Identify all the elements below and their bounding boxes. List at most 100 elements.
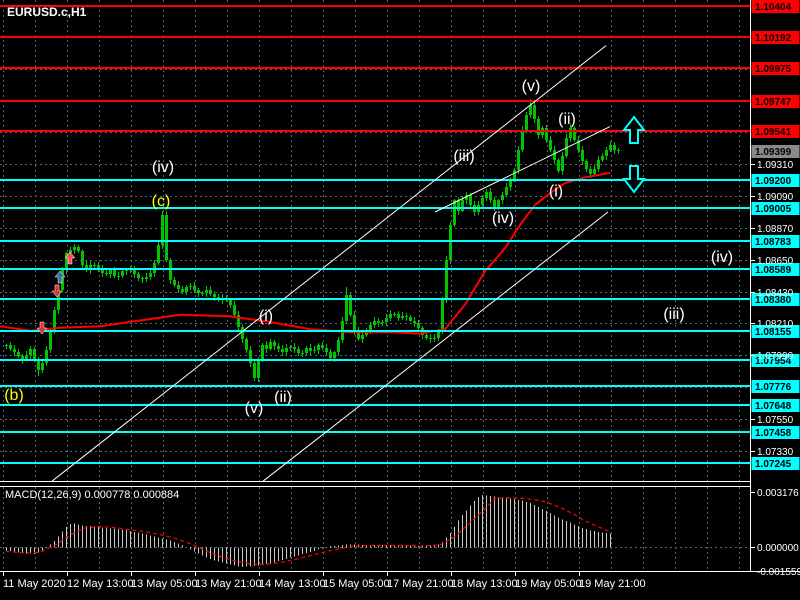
candle-body: [517, 150, 520, 170]
candle-body: [565, 138, 568, 156]
trendline[interactable]: [51, 45, 607, 482]
wave-label[interactable]: (iii): [663, 306, 684, 323]
wave-label[interactable]: (iv): [152, 159, 174, 176]
resistance-chip: [751, 0, 800, 13]
wave-label[interactable]: (iii): [453, 148, 474, 165]
candle-body: [261, 345, 264, 360]
up-signal-arrow-icon[interactable]: [621, 115, 647, 144]
candle-body: [461, 200, 464, 211]
resistance-chip-text: 1.09541: [755, 127, 792, 138]
candle-body: [281, 349, 284, 352]
resistance-chip: [751, 125, 800, 138]
candles: [5, 99, 620, 382]
candle-body: [393, 314, 396, 315]
candle-body: [601, 156, 604, 160]
time-tick-label[interactable]: 11 May 2020: [3, 578, 66, 590]
candle-body: [37, 360, 40, 370]
support-chip-text: 1.08380: [755, 295, 792, 306]
support-chip: [751, 399, 800, 412]
candle-body: [245, 339, 248, 350]
candle-body: [493, 200, 496, 208]
candle-body: [481, 198, 484, 205]
candle-body: [561, 156, 564, 171]
candle-body: [197, 290, 200, 293]
trade-arrow-markers[interactable]: [36, 251, 76, 335]
wave-label[interactable]: (ii): [274, 389, 292, 406]
candle-body: [173, 280, 176, 285]
candle-body: [529, 105, 532, 115]
candle-body: [385, 318, 388, 322]
support-chip: [751, 354, 800, 367]
candle-body: [113, 270, 116, 276]
trendline[interactable]: [434, 126, 611, 213]
price-scale[interactable]: 1.10404 1.10192 1.09975 1.09747 1.09541 1.092…: [751, 0, 800, 470]
time-tick-label[interactable]: 17 May 21:00: [387, 578, 454, 590]
wave-labels[interactable]: (iv) (c) (b) (i) (ii) (v) (iii) (v) (ii) (i) (iv) (…: [4, 78, 733, 417]
candle-body: [189, 286, 192, 287]
time-tick-label[interactable]: 19 May 21:00: [579, 578, 646, 590]
candle-body: [321, 345, 324, 348]
support-chip: [751, 235, 800, 248]
candle-body: [45, 350, 48, 363]
time-tick-label[interactable]: 19 May 05:00: [515, 578, 582, 590]
candle-body: [509, 180, 512, 187]
wave-label[interactable]: (i): [549, 183, 563, 200]
support-chip: [751, 457, 800, 470]
buy-arrow-icon[interactable]: [54, 270, 66, 284]
candle-body: [309, 348, 312, 351]
candle-body: [453, 200, 456, 225]
wave-label[interactable]: (i): [259, 308, 273, 325]
candle-body: [569, 128, 572, 138]
wave-label[interactable]: (b): [4, 387, 24, 404]
trendline[interactable]: [262, 211, 609, 482]
candle-body: [229, 300, 232, 305]
wave-label[interactable]: (v): [522, 78, 541, 95]
candle-body: [505, 187, 508, 195]
sell-arrow-icon[interactable]: [36, 321, 48, 335]
time-tick-label[interactable]: 13 May 05:00: [131, 578, 198, 590]
resistance-chip-text: 1.09747: [755, 97, 792, 108]
time-tick-label[interactable]: 13 May 21:00: [195, 578, 262, 590]
candle-body: [389, 314, 392, 318]
wave-label[interactable]: (iv): [711, 249, 733, 266]
candle-body: [465, 195, 468, 200]
candle-body: [157, 245, 160, 263]
candle-body: [325, 348, 328, 352]
candle-body: [317, 345, 320, 350]
candle-body: [617, 150, 620, 151]
down-signal-arrow-icon[interactable]: [621, 165, 647, 194]
resistance-chip: [751, 62, 800, 75]
price-tick-label: 1.07990: [757, 351, 794, 362]
candle-body: [313, 350, 316, 351]
resistance-chip: [751, 95, 800, 108]
support-chip: [751, 174, 800, 187]
moving-average-line: [0, 171, 611, 335]
time-tick-label[interactable]: 12 May 13:00: [67, 578, 134, 590]
candle-body: [381, 322, 384, 323]
time-tick-label[interactable]: 15 May 05:00: [323, 578, 390, 590]
candle-body: [193, 286, 196, 290]
price-tick-label: 1.07330: [757, 447, 794, 458]
sell-arrow-icon[interactable]: [51, 284, 63, 298]
support-chip-text: 1.08155: [755, 327, 792, 338]
support-resistance-lines[interactable]: [0, 5, 750, 464]
candle-body: [241, 327, 244, 339]
candle-body: [605, 150, 608, 156]
time-tick-label[interactable]: 18 May 13:00: [451, 578, 518, 590]
candle-body: [277, 346, 280, 349]
candle-body: [297, 349, 300, 353]
buy-arrow-icon[interactable]: [64, 251, 76, 265]
wave-label[interactable]: (ii): [558, 111, 576, 128]
price-tick-label: 1.08430: [757, 288, 794, 299]
signal-arrows[interactable]: [621, 115, 647, 194]
wave-label[interactable]: (iv): [492, 210, 514, 227]
candle-body: [397, 314, 400, 318]
candle-body: [589, 169, 592, 174]
trendlines[interactable]: [51, 45, 611, 482]
wave-label[interactable]: (v): [245, 400, 264, 417]
wave-label[interactable]: (c): [152, 193, 171, 210]
candle-body: [53, 310, 56, 331]
time-tick-label[interactable]: 14 May 13:00: [259, 578, 326, 590]
